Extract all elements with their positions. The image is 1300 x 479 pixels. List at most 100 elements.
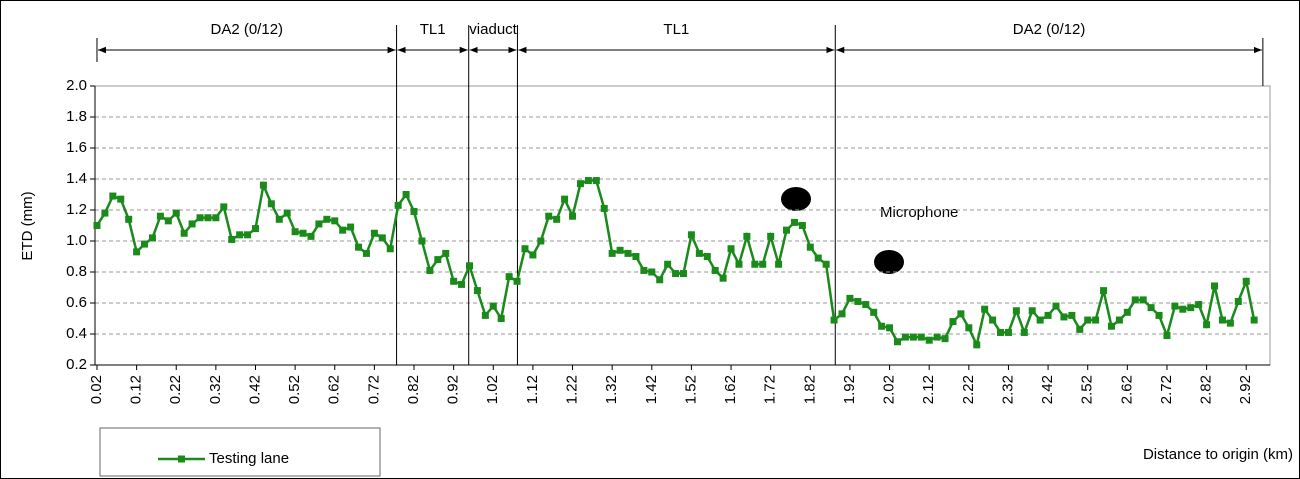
data-point <box>759 260 767 268</box>
data-point <box>711 266 719 274</box>
data-point <box>1123 308 1131 316</box>
x-tick-label: 2.42 <box>1039 375 1056 404</box>
data-point <box>989 316 997 324</box>
data-point <box>1171 302 1179 310</box>
data-point <box>672 270 680 278</box>
data-point <box>1163 332 1171 340</box>
data-point <box>402 191 410 198</box>
y-tick-label: 1.4 <box>66 170 87 187</box>
legend-label: Testing lane <box>209 450 289 467</box>
data-point <box>465 262 473 270</box>
data-point <box>909 333 917 341</box>
data-point <box>632 253 640 260</box>
y-tick-label: 1.8 <box>66 108 87 125</box>
data-point <box>1076 325 1084 333</box>
y-tick-label: 0.8 <box>66 263 87 280</box>
x-tick-label: 2.32 <box>999 375 1016 404</box>
data-point <box>378 234 386 242</box>
section-label: DA2 (0/12) <box>1013 21 1086 38</box>
data-point <box>513 277 521 285</box>
data-point <box>236 231 244 239</box>
data-point <box>767 232 775 240</box>
legend-box <box>99 427 381 477</box>
y-tick-label: 0.4 <box>66 325 87 342</box>
data-point <box>743 232 751 240</box>
x-tick-label: 2.22 <box>960 375 977 404</box>
data-point <box>133 248 141 256</box>
data-point <box>1139 296 1147 304</box>
data-point <box>703 253 711 260</box>
data-point <box>576 180 584 188</box>
data-point <box>886 324 894 332</box>
data-point <box>259 181 267 189</box>
data-point <box>172 209 180 217</box>
data-point <box>997 328 1005 336</box>
x-tick-label: 1.72 <box>762 375 779 404</box>
data-point <box>1028 307 1036 315</box>
x-tick-label: 1.02 <box>484 375 501 404</box>
data-point <box>347 223 355 231</box>
data-point <box>1211 282 1219 290</box>
x-tick-label: 1.92 <box>841 375 858 404</box>
data-point <box>862 301 870 309</box>
data-point <box>204 214 212 222</box>
data-point <box>1226 319 1234 327</box>
y-tick-label: 1.0 <box>66 232 87 249</box>
data-point <box>148 234 156 242</box>
x-tick-label: 1.12 <box>524 375 541 404</box>
data-point <box>307 232 315 240</box>
legend-marker <box>178 455 185 463</box>
annotation: Microphone <box>880 204 958 221</box>
data-point <box>355 243 363 251</box>
data-point <box>1036 316 1044 324</box>
data-point <box>386 245 394 253</box>
data-point <box>1012 307 1020 315</box>
data-point <box>101 209 109 217</box>
data-point <box>331 217 339 225</box>
data-point <box>1218 316 1226 324</box>
data-point <box>1179 305 1187 313</box>
x-tick-label: 0.22 <box>167 375 184 404</box>
x-tick-label: 2.52 <box>1079 375 1096 404</box>
data-point <box>1107 322 1115 330</box>
x-tick-label: 0.72 <box>365 375 382 404</box>
x-tick-label: 0.92 <box>445 375 462 404</box>
data-point <box>695 249 703 257</box>
data-point <box>1250 316 1258 324</box>
data-point <box>93 222 101 229</box>
data-point <box>109 192 117 200</box>
data-point <box>870 308 878 316</box>
data-point <box>973 341 981 349</box>
x-tick-label: 2.12 <box>920 375 937 404</box>
data-point <box>893 338 901 346</box>
data-point <box>1187 304 1195 312</box>
x-tick-label: 0.02 <box>88 375 105 404</box>
data-point <box>600 204 608 212</box>
data-point <box>481 311 489 319</box>
data-point <box>608 249 616 257</box>
data-point <box>901 333 909 341</box>
data-point <box>1092 316 1100 324</box>
data-point <box>299 229 307 237</box>
data-point <box>727 245 735 253</box>
data-point <box>640 266 648 274</box>
data-point <box>846 294 854 302</box>
data-point <box>1195 301 1203 309</box>
x-tick-label: 1.62 <box>722 375 739 404</box>
x-tick-label: 1.22 <box>563 375 580 404</box>
data-point <box>1052 302 1060 310</box>
data-point <box>798 222 806 229</box>
y-tick-label: 0.6 <box>66 294 87 311</box>
data-point <box>561 195 569 203</box>
data-point <box>291 228 299 236</box>
data-point <box>687 231 695 239</box>
data-point <box>505 273 513 281</box>
data-point <box>212 214 220 222</box>
data-point <box>592 177 600 185</box>
x-tick-label: 1.82 <box>801 375 818 404</box>
y-tick-label: 1.2 <box>66 201 87 218</box>
x-tick-label: 2.02 <box>881 375 898 404</box>
y-tick-label: 0.2 <box>66 356 87 373</box>
data-point <box>339 226 347 234</box>
